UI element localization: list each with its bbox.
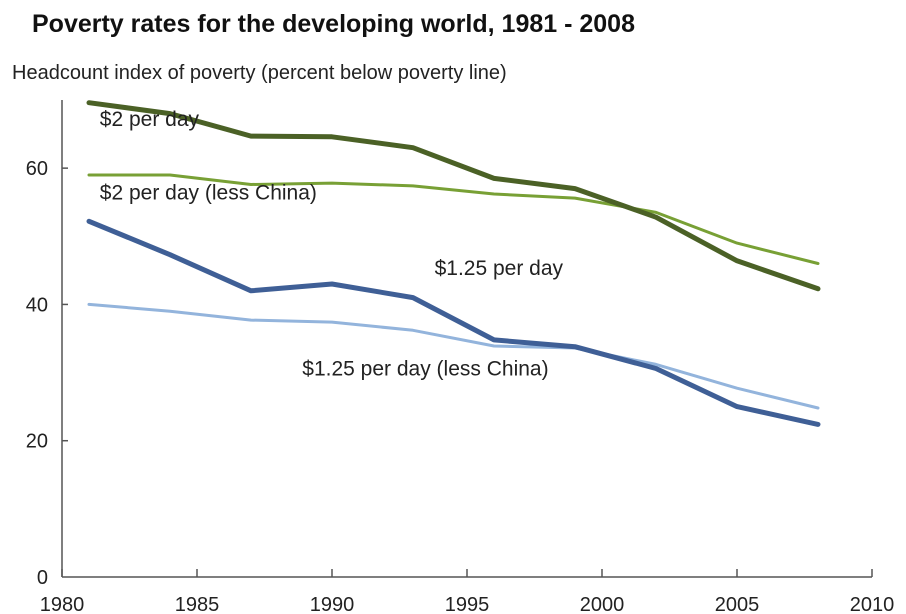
series-line-2 [86, 218, 821, 427]
y-tick-label: 40 [26, 294, 48, 316]
series-label-3: $1.25 per day (less China) [302, 357, 548, 380]
x-tick-label: 1990 [310, 594, 355, 614]
x-tick-label: 1995 [445, 594, 490, 614]
x-tick-label: 1980 [40, 594, 85, 614]
x-tick-label: 2010 [850, 594, 895, 614]
series-line-3 [87, 302, 820, 410]
x-tick-label: 2005 [715, 594, 760, 614]
chart-title: Poverty rates for the developing world, … [32, 10, 635, 38]
y-axis-label: Headcount index of poverty (percent belo… [12, 62, 507, 84]
y-tick-label: 20 [26, 431, 48, 453]
series-labels: $2 per day $2 per day (less China) $1.25 p… [100, 108, 564, 380]
axes [61, 100, 872, 578]
series-line-1 [87, 173, 820, 265]
series-label-1: $2 per day (less China) [100, 181, 317, 204]
series-label-2: $1.25 per day [435, 257, 564, 280]
x-tick-label: 1985 [175, 594, 220, 614]
y-tick-label: 60 [26, 158, 48, 180]
y-tick-label: 0 [37, 567, 48, 589]
x-tick-label: 2000 [580, 594, 625, 614]
series-line-0 [86, 100, 821, 292]
series-lines [86, 100, 821, 427]
ticks: 1980 1985 1990 1995 2000 2005 2010 0 20 40 60 [26, 158, 895, 614]
series-label-0: $2 per day [100, 108, 200, 131]
